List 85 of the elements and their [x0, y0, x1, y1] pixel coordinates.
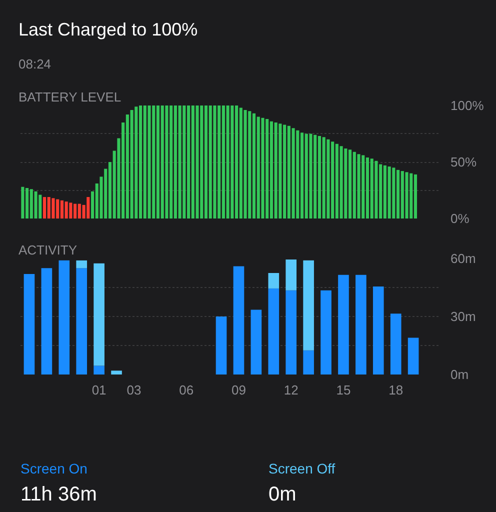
y-tick-label: 0m — [450, 367, 469, 382]
bar — [374, 160, 378, 218]
y-tick-label: 0% — [450, 211, 470, 226]
bar — [388, 166, 391, 218]
text: Last Charged to 100% — [18, 20, 198, 40]
bar — [340, 146, 343, 218]
text: Screen On — [20, 460, 88, 476]
bar — [226, 106, 230, 218]
bar — [204, 106, 208, 218]
bar — [405, 172, 408, 218]
y-tick-label: 60m — [450, 251, 476, 266]
bar — [261, 118, 264, 218]
bar — [322, 137, 326, 218]
text: Screen Off — [268, 460, 336, 476]
bar — [320, 290, 332, 374]
bar — [252, 113, 256, 218]
x-tick-label: 03 — [126, 382, 142, 398]
bar — [268, 288, 280, 374]
bar — [244, 110, 247, 218]
bar — [303, 350, 314, 374]
x-tick-label: 15 — [336, 382, 351, 398]
bar — [24, 274, 35, 374]
bar — [408, 338, 419, 374]
bar — [130, 110, 134, 218]
bar — [216, 316, 227, 374]
bar — [326, 139, 330, 218]
bar — [344, 148, 348, 218]
bar — [213, 106, 216, 218]
bar — [268, 273, 280, 288]
bar — [278, 124, 282, 218]
bar — [366, 157, 370, 218]
bar — [390, 314, 402, 374]
bar — [414, 174, 418, 218]
bar — [300, 132, 304, 218]
text: 08:24 — [18, 56, 52, 72]
bar — [274, 122, 278, 218]
bar — [372, 286, 384, 374]
bar — [178, 106, 182, 218]
bar — [134, 106, 138, 218]
x-tick-label: 12 — [284, 382, 298, 398]
bar — [309, 134, 312, 218]
bar — [338, 274, 349, 374]
bar — [233, 266, 244, 374]
bar — [42, 197, 46, 218]
bar — [286, 290, 297, 374]
bar — [111, 370, 122, 374]
bar — [196, 106, 199, 218]
bar — [148, 106, 151, 218]
bar — [64, 202, 68, 218]
bar — [356, 274, 366, 374]
bar — [34, 191, 38, 218]
x-tick-label: 09 — [232, 382, 246, 398]
bar — [21, 186, 24, 218]
bar — [286, 259, 297, 290]
bar — [303, 260, 314, 350]
bar — [292, 128, 295, 218]
bar — [370, 158, 374, 218]
text: 11h 36m — [20, 484, 97, 506]
bar — [76, 268, 88, 374]
bar — [165, 106, 168, 218]
bar — [230, 106, 234, 218]
bar — [156, 106, 160, 218]
y-tick-label: 30m — [450, 309, 476, 324]
bar — [392, 168, 396, 218]
bar — [296, 130, 300, 218]
x-tick-label: 01 — [92, 382, 106, 398]
chart-title: BATTERY LEVEL — [18, 90, 122, 104]
y-tick-label: 100% — [450, 98, 484, 113]
bar — [94, 263, 104, 366]
x-tick-label: 18 — [388, 382, 404, 398]
bar — [69, 202, 72, 218]
chart-title: ACTIVITY — [18, 242, 78, 258]
bar — [41, 268, 52, 374]
bar — [58, 260, 70, 374]
bar — [52, 198, 55, 218]
text: 0m — [268, 484, 296, 506]
bar — [182, 106, 186, 218]
bar — [357, 154, 360, 218]
bar — [160, 106, 164, 218]
bar — [250, 310, 262, 374]
bar — [76, 260, 88, 268]
bar — [86, 197, 90, 218]
bar — [94, 366, 104, 374]
y-tick-label: 50% — [450, 154, 477, 170]
x-tick-label: 06 — [179, 382, 194, 398]
